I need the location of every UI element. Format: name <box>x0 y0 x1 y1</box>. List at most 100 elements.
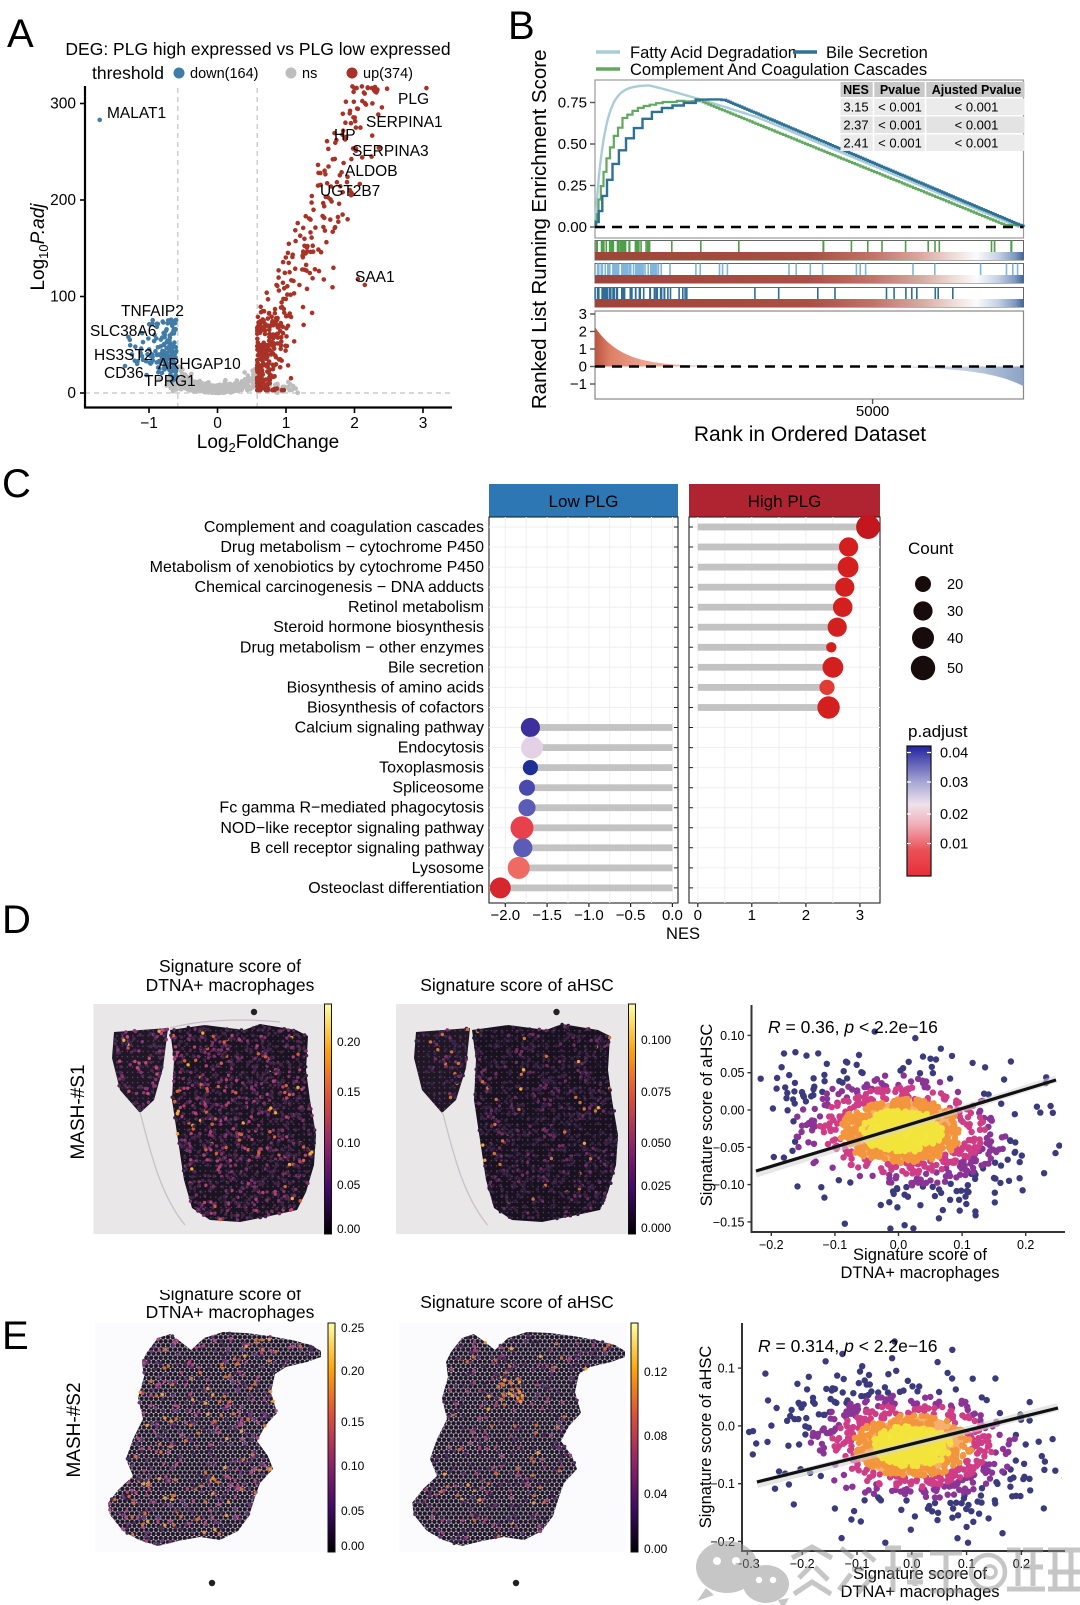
svg-text:0.10: 0.10 <box>337 1136 361 1150</box>
svg-text:3: 3 <box>419 415 428 432</box>
svg-text:0.02: 0.02 <box>940 807 968 823</box>
svg-text:−0.2: −0.2 <box>759 1238 784 1252</box>
svg-text:0.15: 0.15 <box>341 1415 365 1429</box>
svg-text:PLG: PLG <box>398 91 429 108</box>
svg-text:1: 1 <box>282 415 291 432</box>
svg-text:−0.5: −0.5 <box>616 907 646 924</box>
svg-text:−0.15: −0.15 <box>713 1215 745 1229</box>
svg-text:0.15: 0.15 <box>337 1085 361 1099</box>
svg-text:100: 100 <box>50 289 76 306</box>
svg-text:HS3ST2: HS3ST2 <box>94 347 153 364</box>
svg-text:2: 2 <box>350 415 359 432</box>
svg-text:3.15: 3.15 <box>843 100 868 115</box>
svg-text:B cell receptor signaling path: B cell receptor signaling pathway <box>250 840 484 857</box>
svg-text:DTNA+ macrophages: DTNA+ macrophages <box>840 1583 999 1601</box>
svg-text:0.03: 0.03 <box>940 775 968 791</box>
svg-text:Lysosome: Lysosome <box>412 860 484 877</box>
svg-text:Running Enrichment Score: Running Enrichment Score <box>528 50 551 295</box>
svg-text:0.075: 0.075 <box>641 1085 671 1099</box>
svg-text:0.00: 0.00 <box>720 1104 744 1118</box>
svg-text:CD36: CD36 <box>104 365 144 382</box>
svg-text:NES: NES <box>843 83 869 97</box>
svg-text:SERPINA1: SERPINA1 <box>366 114 443 131</box>
svg-text:50: 50 <box>947 661 963 677</box>
svg-text:Signature score of aHSC: Signature score of aHSC <box>697 1346 715 1529</box>
svg-text:Rank in Ordered Dataset: Rank in Ordered Dataset <box>694 423 926 446</box>
svg-text:SLC38A6: SLC38A6 <box>90 323 156 340</box>
svg-text:−0.1: −0.1 <box>710 1477 735 1491</box>
svg-text:up(374): up(374) <box>363 66 413 82</box>
svg-text:−1.5: −1.5 <box>532 907 562 924</box>
svg-text:−1.0: −1.0 <box>574 907 604 924</box>
svg-text:0.000: 0.000 <box>641 1221 671 1235</box>
svg-text:Pvalue: Pvalue <box>880 83 920 97</box>
svg-text:0.00: 0.00 <box>558 219 587 236</box>
svg-text:< 0.001: < 0.001 <box>878 118 922 133</box>
svg-text:0.2: 0.2 <box>1017 1238 1034 1252</box>
svg-text:< 0.001: < 0.001 <box>878 136 922 151</box>
svg-text:High PLG: High PLG <box>748 492 822 511</box>
svg-text:< 0.001: < 0.001 <box>878 100 922 115</box>
svg-text:Signature score of: Signature score of <box>159 1290 301 1304</box>
svg-text:1: 1 <box>579 341 587 358</box>
svg-text:UGT2B7: UGT2B7 <box>320 183 380 200</box>
svg-text:< 0.001: < 0.001 <box>955 136 999 151</box>
svg-text:Biosynthesis of amino acids: Biosynthesis of amino acids <box>287 679 484 696</box>
svg-text:2: 2 <box>579 324 587 341</box>
svg-text:300: 300 <box>50 96 76 113</box>
svg-text:NOD−like receptor signaling pa: NOD−like receptor signaling pathway <box>220 820 484 837</box>
svg-text:MASH-#S2: MASH-#S2 <box>64 1382 85 1477</box>
svg-text:0.50: 0.50 <box>558 136 587 153</box>
svg-text:0.1: 0.1 <box>718 1362 735 1376</box>
svg-text:−1: −1 <box>570 376 587 393</box>
svg-text:ALDOB: ALDOB <box>345 163 398 180</box>
svg-text:DTNA+ macrophages: DTNA+ macrophages <box>840 1264 999 1282</box>
svg-text:Chemical carcinogenesis − DNA: Chemical carcinogenesis − DNA adducts <box>195 579 484 596</box>
svg-text:−0.10: −0.10 <box>713 1178 745 1192</box>
svg-text:0.0: 0.0 <box>890 1238 907 1252</box>
svg-text:0.00: 0.00 <box>644 1542 668 1556</box>
svg-text:0.08: 0.08 <box>644 1429 668 1443</box>
svg-text:Steroid hormone biosynthesis: Steroid hormone biosynthesis <box>273 619 484 636</box>
svg-text:Fc gamma R−mediated phagocytos: Fc gamma R−mediated phagocytosis <box>219 800 484 817</box>
svg-text:Bile Secretion: Bile Secretion <box>826 44 928 62</box>
svg-text:2: 2 <box>802 907 810 924</box>
svg-text:TPRG1: TPRG1 <box>144 373 196 390</box>
svg-text:0.04: 0.04 <box>940 746 968 762</box>
svg-text:0: 0 <box>213 415 222 432</box>
svg-text:0.1: 0.1 <box>953 1238 970 1252</box>
svg-text:< 0.001: < 0.001 <box>955 100 999 115</box>
svg-text:0.0: 0.0 <box>718 1419 735 1433</box>
svg-text:0.0: 0.0 <box>662 907 683 924</box>
svg-text:0.04: 0.04 <box>644 1487 668 1501</box>
svg-text:Ranked List: Ranked List <box>528 301 551 410</box>
svg-text:Signature score of aHSC: Signature score of aHSC <box>420 1292 614 1312</box>
svg-text:DEG: PLG high expressed vs PLG: DEG: PLG high expressed vs PLG low expre… <box>65 39 450 59</box>
svg-text:−0.1: −0.1 <box>823 1238 848 1252</box>
svg-text:0.12: 0.12 <box>644 1365 668 1379</box>
svg-text:0.050: 0.050 <box>641 1136 671 1150</box>
svg-text:HP: HP <box>334 127 356 144</box>
svg-text:MALAT1: MALAT1 <box>107 105 166 122</box>
svg-text:40: 40 <box>947 631 963 647</box>
svg-text:1: 1 <box>748 907 756 924</box>
svg-text:0.00: 0.00 <box>341 1539 365 1553</box>
svg-text:0.01: 0.01 <box>940 837 968 853</box>
svg-text:Biosynthesis of cofactors: Biosynthesis of cofactors <box>307 700 484 717</box>
svg-text:p.adjust: p.adjust <box>908 722 968 741</box>
svg-text:−0.05: −0.05 <box>713 1141 745 1155</box>
svg-text:0.10: 0.10 <box>341 1459 365 1473</box>
svg-text:0.05: 0.05 <box>337 1178 361 1192</box>
svg-text:Fatty Acid Degradation: Fatty Acid Degradation <box>630 44 797 62</box>
svg-text:20: 20 <box>947 577 963 593</box>
svg-text:0.25: 0.25 <box>558 178 587 195</box>
svg-text:0.20: 0.20 <box>337 1035 361 1049</box>
svg-text:Log10P.adj: Log10P.adj <box>28 203 51 291</box>
svg-text:0: 0 <box>579 359 587 376</box>
svg-text:0: 0 <box>67 385 76 402</box>
svg-text:Spliceosome: Spliceosome <box>392 780 484 797</box>
svg-text:Drug metabolism − other enzyme: Drug metabolism − other enzymes <box>240 639 484 656</box>
svg-text:−2.0: −2.0 <box>490 907 520 924</box>
svg-text:Calcium signaling pathway: Calcium signaling pathway <box>295 720 484 737</box>
svg-text:Metabolism of xenobiotics by c: Metabolism of xenobiotics by cytochrome … <box>150 559 484 576</box>
